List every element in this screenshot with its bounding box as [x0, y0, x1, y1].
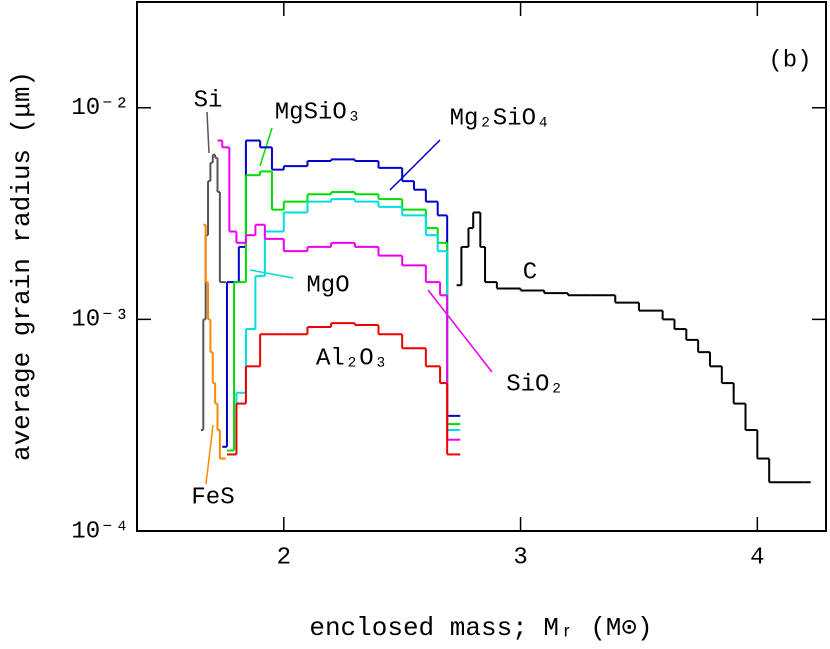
arrow: [389, 139, 441, 191]
panel-label: (b): [768, 47, 811, 74]
x-tick-label: 3: [513, 544, 527, 571]
y-tick-label: 10⁻⁴: [71, 518, 129, 545]
plot-frame: [136, 1, 827, 532]
y-tick-label: 10⁻³: [71, 307, 129, 334]
arrow: [205, 424, 214, 485]
arrow: [249, 269, 294, 279]
series-label: MgO: [306, 272, 349, 299]
series-label: Mg₂SiO₄: [450, 105, 551, 132]
arrow: [206, 111, 210, 154]
x-tick-label: 4: [750, 544, 764, 571]
series-label: SiO₂: [506, 371, 564, 398]
arrow: [427, 289, 493, 373]
series-label: FeS: [191, 484, 234, 511]
series-label: MgSiO₃: [275, 99, 361, 126]
series-label: Si: [194, 87, 223, 114]
y-tick-label: 10⁻²: [71, 95, 129, 122]
label-arrows: [205, 111, 493, 485]
x-tick-label: 2: [277, 544, 291, 571]
series-label: Al₂O₃: [316, 345, 388, 372]
series-label: C: [523, 259, 537, 286]
x-axis-label: enclosed mass; Mᵣ (M⊙): [309, 613, 652, 643]
y-axis-label: average grain radius (μm): [7, 71, 37, 461]
